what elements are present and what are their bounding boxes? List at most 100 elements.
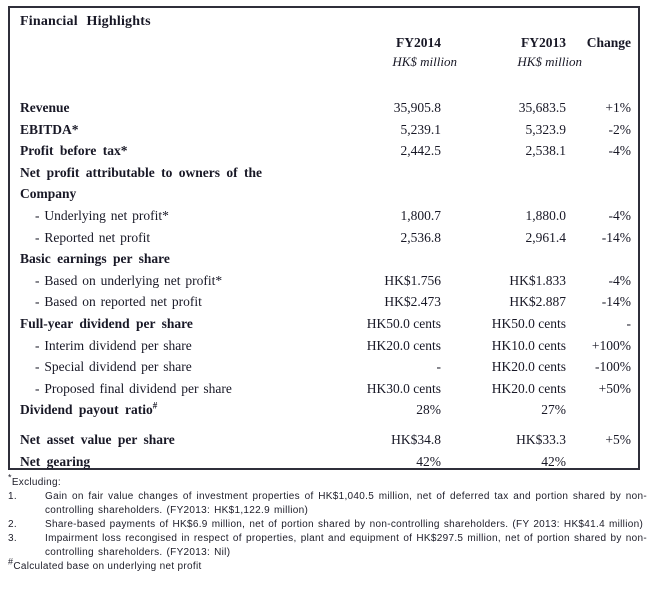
cell-fy2014: - <box>436 359 442 375</box>
column-header-fy2013: FY2013 <box>521 35 566 50</box>
cell-fy2013 <box>441 183 566 205</box>
row-label: Company <box>20 186 77 202</box>
cell-fy2014 <box>331 248 441 270</box>
footnote-hash-note: #Calculated base on underlying net profi… <box>8 556 647 574</box>
cell-fy2014: 1,800.7 <box>400 207 442 223</box>
footnote-number: 2. <box>8 519 17 530</box>
footnote-item: 1. Gain on fair value changes of investme… <box>8 490 647 518</box>
footnote-number: 3. <box>8 533 17 544</box>
cell-fy2014: 5,239.1 <box>400 121 442 137</box>
unit-fy2014: HK$ million <box>392 54 457 69</box>
cell-fy2014 <box>331 183 441 205</box>
cell-change <box>566 399 631 421</box>
cell-change: -4% <box>608 143 632 159</box>
cell-fy2014: 2,442.5 <box>400 143 442 159</box>
footnote-item: 3. Impairment loss recongised in respect … <box>8 532 647 560</box>
row-label: Revenue <box>20 100 70 115</box>
table-row: - Reported net profit 2,536.8 2,961.4 -14% <box>10 227 638 249</box>
cell-fy2013: HK50.0 cents <box>491 315 566 331</box>
footnote-heading-text: Excluding: <box>11 477 61 488</box>
row-label: - Special dividend per share <box>35 359 192 375</box>
hash-note-text: Calculated base on underlying net profit <box>13 561 202 572</box>
cell-change: +1% <box>605 100 631 115</box>
cell-fy2013: HK20.0 cents <box>491 380 566 396</box>
cell-fy2014: HK30.0 cents <box>366 380 441 396</box>
row-label: - Proposed final dividend per share <box>35 380 232 396</box>
cell-fy2013: HK$2.887 <box>509 294 566 310</box>
row-spacer <box>10 421 638 429</box>
cell-change: -14% <box>601 294 631 310</box>
column-header-change: Change <box>586 35 631 50</box>
cell-fy2013: HK$33.3 <box>516 431 566 447</box>
cell-fy2014: 35,905.8 <box>393 100 441 115</box>
asterisk-marker: * <box>8 472 12 483</box>
hash-marker: # <box>8 556 14 567</box>
cell-fy2014: 28% <box>416 402 441 418</box>
financial-highlights-table: Financial Highlights FY2014 FY2013 Chang… <box>8 6 640 470</box>
table-row: Net asset value per share HK$34.8 HK$33.3 +… <box>10 429 638 451</box>
table-row: Company <box>10 183 638 205</box>
row-label: Net gearing <box>20 453 91 469</box>
table-row: - Special dividend per share - HK20.0 cent… <box>10 356 638 378</box>
table-row: Dividend payout ratio# 28% 27% <box>10 399 638 421</box>
cell-fy2013: HK$1.833 <box>509 272 566 288</box>
cell-change: -100% <box>595 359 631 375</box>
cell-fy2014: HK50.0 cents <box>366 315 441 331</box>
cell-change <box>566 248 631 270</box>
row-label: Profit before tax* <box>20 143 128 159</box>
cell-fy2014: HK$1.756 <box>384 272 441 288</box>
cell-fy2013 <box>441 162 566 184</box>
row-label: Net profit attributable to owners of the <box>20 164 262 180</box>
cell-change: -4% <box>608 207 632 223</box>
cell-fy2013: 1,880.0 <box>525 207 567 223</box>
table-row: Net profit attributable to owners of the <box>10 162 638 184</box>
footnote-number: 1. <box>8 491 17 502</box>
table-row: Basic earnings per share <box>10 248 638 270</box>
cell-fy2013: 27% <box>541 402 566 418</box>
row-label: Full-year dividend per share <box>20 315 193 331</box>
table-title: Financial Highlights <box>20 14 151 29</box>
cell-change <box>566 451 631 473</box>
table-row: - Based on reported net profit HK$2.473 HK… <box>10 291 638 313</box>
table-row: - Interim dividend per share HK20.0 cents… <box>10 335 638 357</box>
table-body: Revenue 35,905.8 35,683.5 +1% EBITDA* 5,239.1… <box>10 97 638 472</box>
cell-fy2014: HK20.0 cents <box>366 337 441 353</box>
footnote-text: Impairment loss recongised in respect of… <box>45 533 647 558</box>
cell-fy2013: HK20.0 cents <box>491 359 566 375</box>
column-header-fy2014: FY2014 <box>396 35 441 50</box>
row-label: - Based on underlying net profit* <box>35 272 223 288</box>
table-row: Full-year dividend per share HK50.0 cents… <box>10 313 638 335</box>
hash-marker: # <box>152 400 158 411</box>
table-row: - Underlying net profit* 1,800.7 1,880.0 -4… <box>10 205 638 227</box>
cell-fy2013: 42% <box>541 453 566 469</box>
table-row: - Proposed final dividend per share HK30.… <box>10 378 638 400</box>
table-row: Net gearing 42% 42% <box>10 451 638 473</box>
column-header-row: FY2014 FY2013 Change <box>10 33 638 53</box>
footnote-list: 1. Gain on fair value changes of investme… <box>8 490 647 560</box>
column-header-blank <box>20 33 331 53</box>
row-label: Dividend payout ratio# <box>20 400 158 418</box>
cell-fy2013: HK10.0 cents <box>491 337 566 353</box>
row-label: - Based on reported net profit <box>35 294 202 310</box>
cell-fy2014: 42% <box>416 453 441 469</box>
footnotes: *Excluding: 1. Gain on fair value changes… <box>8 472 647 574</box>
cell-fy2013: 2,961.4 <box>525 229 567 245</box>
cell-fy2013: 35,683.5 <box>518 100 566 115</box>
table-row: Revenue 35,905.8 35,683.5 +1% <box>10 97 638 119</box>
unit-fy2013: HK$ million <box>517 54 582 69</box>
footnote-excluding-heading: *Excluding: <box>8 472 647 490</box>
cell-fy2014: HK$34.8 <box>391 431 441 447</box>
cell-change: +100% <box>591 337 631 353</box>
cell-fy2014: 2,536.8 <box>400 229 442 245</box>
row-label: - Reported net profit <box>35 229 151 245</box>
header-gap <box>10 71 638 97</box>
footnote-text: Share-based payments of HK$6.9 million, … <box>45 519 644 530</box>
cell-change: +50% <box>598 380 631 396</box>
cell-fy2013 <box>441 248 566 270</box>
unit-row: HK$ million HK$ million <box>10 53 638 71</box>
cell-change: -2% <box>608 121 632 137</box>
table-row: Profit before tax* 2,442.5 2,538.1 -4% <box>10 140 638 162</box>
cell-change: -4% <box>608 272 632 288</box>
cell-change: -14% <box>601 229 631 245</box>
